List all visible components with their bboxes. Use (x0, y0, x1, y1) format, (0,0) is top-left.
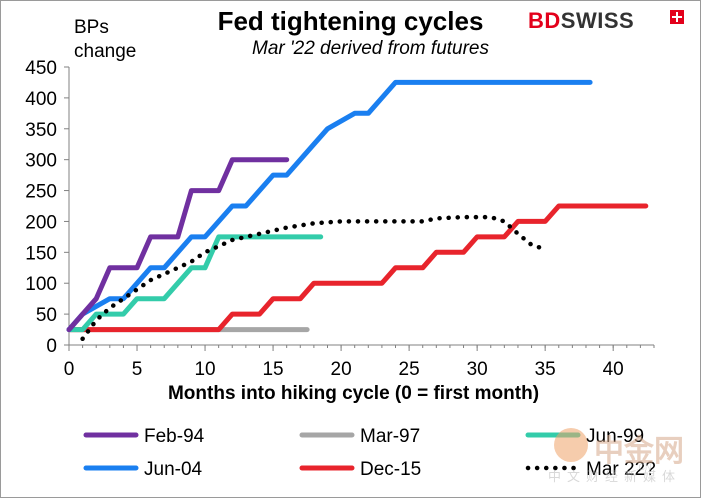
y-tick-label: 450 (25, 58, 57, 79)
brand-logo: BDSWISS (528, 8, 634, 34)
series-line-feb-94 (66, 157, 290, 333)
watermark: 中金网 .CN 中文财经新媒体 (548, 424, 688, 490)
x-tick-label: 15 (262, 359, 283, 380)
chart-title: Fed tightening cycles (217, 6, 484, 36)
y-tick-label: 100 (25, 274, 57, 295)
x-tick-label: 35 (535, 359, 556, 380)
y-tick-label: 350 (25, 120, 57, 141)
swiss-cross-icon (670, 10, 684, 24)
y-tick-label: 50 (36, 305, 57, 326)
x-tick-label: 25 (399, 359, 420, 380)
y-tick-label: 250 (25, 182, 57, 203)
watermark-coin-icon (554, 428, 588, 462)
y-tick-label: 0 (46, 336, 57, 357)
legend-label-dec-15: Dec-15 (360, 459, 421, 480)
watermark-tagline: 中文财经新媒体 (548, 469, 682, 484)
x-tick-label: 0 (64, 359, 75, 380)
legend-label-mar-97: Mar-97 (360, 426, 420, 447)
y-axis-label: BPs change (74, 16, 154, 64)
legend-label-feb-94: Feb-94 (144, 426, 205, 447)
y-axis-label-text: BPs change (74, 17, 137, 62)
x-tick-label: 5 (132, 359, 143, 380)
x-tick-label: 40 (603, 359, 624, 380)
x-tick-label: 20 (331, 359, 352, 380)
series-line-jun-99 (66, 234, 324, 333)
watermark-domain: .CN (636, 462, 652, 472)
legend-label-jun-04: Jun-04 (144, 459, 203, 480)
watermark-logo: 中金网 (594, 435, 684, 468)
y-tick-label: 400 (25, 89, 57, 110)
y-tick-label: 150 (25, 243, 57, 264)
chart-subtitle: Mar '22 derived from futures (252, 38, 489, 59)
y-tick-label: 300 (25, 151, 57, 172)
series-line-jun-04 (66, 79, 593, 333)
x-tick-label: 30 (467, 359, 488, 380)
brand-logo-swiss: SWISS (560, 8, 635, 33)
y-tick-label: 200 (25, 212, 57, 233)
series-line-dec-15 (66, 203, 649, 333)
legend-label-jun-99: Jun-99 (586, 426, 644, 447)
brand-logo-bd: BD (528, 8, 561, 33)
x-axis-label: Months into hiking cycle (0 = first mont… (168, 383, 539, 404)
series-line-mar-22 (80, 214, 548, 342)
legend-label-mar-22: Mar 22? (586, 459, 656, 480)
x-tick-label: 10 (194, 359, 215, 380)
